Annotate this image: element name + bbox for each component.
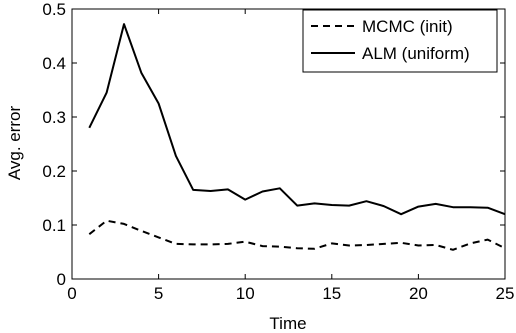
x-tick-label: 25 xyxy=(496,284,515,303)
x-tick-label: 20 xyxy=(409,284,428,303)
legend-box xyxy=(302,9,498,73)
x-tick-label: 0 xyxy=(67,284,76,303)
x-axis-label: Time xyxy=(269,314,306,333)
axes: 0 5 10 15 20 25 0 0.1 0.2 0.3 0.4 0.5 xyxy=(42,0,514,303)
x-tick-label: 5 xyxy=(154,284,163,303)
y-tick-label: 0 xyxy=(57,270,66,289)
legend-label-mcmc-init: MCMC (init) xyxy=(362,17,453,36)
y-tick-label: 0.1 xyxy=(42,216,66,235)
y-tick-label: 0.5 xyxy=(42,0,66,19)
y-axis-label: Avg. error xyxy=(5,106,24,181)
plot-frame xyxy=(71,8,506,280)
series-lines xyxy=(88,23,506,251)
y-tick-label: 0.4 xyxy=(42,54,66,73)
series-line-alm-uniform xyxy=(88,23,506,216)
x-tick-label: 15 xyxy=(322,284,341,303)
series-line-mcmc-init xyxy=(88,219,506,251)
legend: MCMC (init) ALM (uniform) xyxy=(302,9,498,73)
y-tick-label: 0.3 xyxy=(42,108,66,127)
legend-label-alm-uniform: ALM (uniform) xyxy=(362,44,470,63)
y-tick-label: 0.2 xyxy=(42,162,66,181)
x-tick-label: 10 xyxy=(236,284,255,303)
